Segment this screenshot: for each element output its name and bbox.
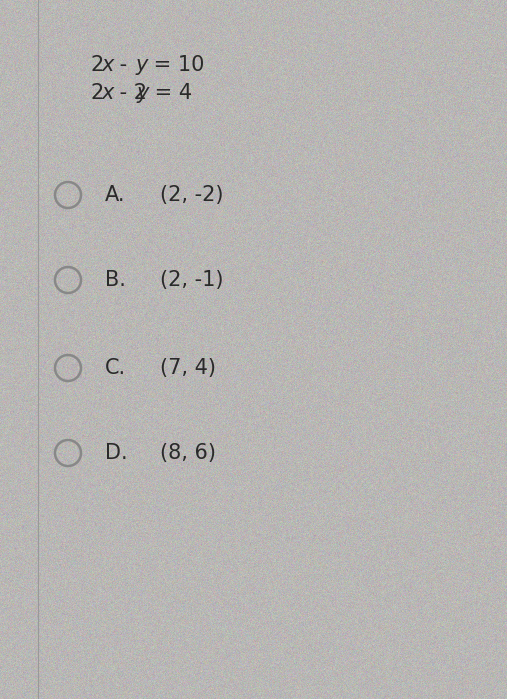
Text: = 10: = 10 <box>147 55 204 75</box>
Text: - 2: - 2 <box>113 83 147 103</box>
Text: 2: 2 <box>90 83 103 103</box>
Text: (7, 4): (7, 4) <box>160 358 216 378</box>
Text: 2: 2 <box>90 55 103 75</box>
Text: A.: A. <box>105 185 126 205</box>
Text: (8, 6): (8, 6) <box>160 443 216 463</box>
Text: B.: B. <box>105 270 126 290</box>
Text: -: - <box>113 55 134 75</box>
Text: (2, -2): (2, -2) <box>160 185 224 205</box>
Text: (2, -1): (2, -1) <box>160 270 224 290</box>
Text: y: y <box>136 55 149 75</box>
Text: x: x <box>102 83 115 103</box>
Text: D.: D. <box>105 443 128 463</box>
Text: C.: C. <box>105 358 126 378</box>
Text: = 4: = 4 <box>148 83 192 103</box>
Text: x: x <box>102 55 115 75</box>
Text: y: y <box>137 83 150 103</box>
